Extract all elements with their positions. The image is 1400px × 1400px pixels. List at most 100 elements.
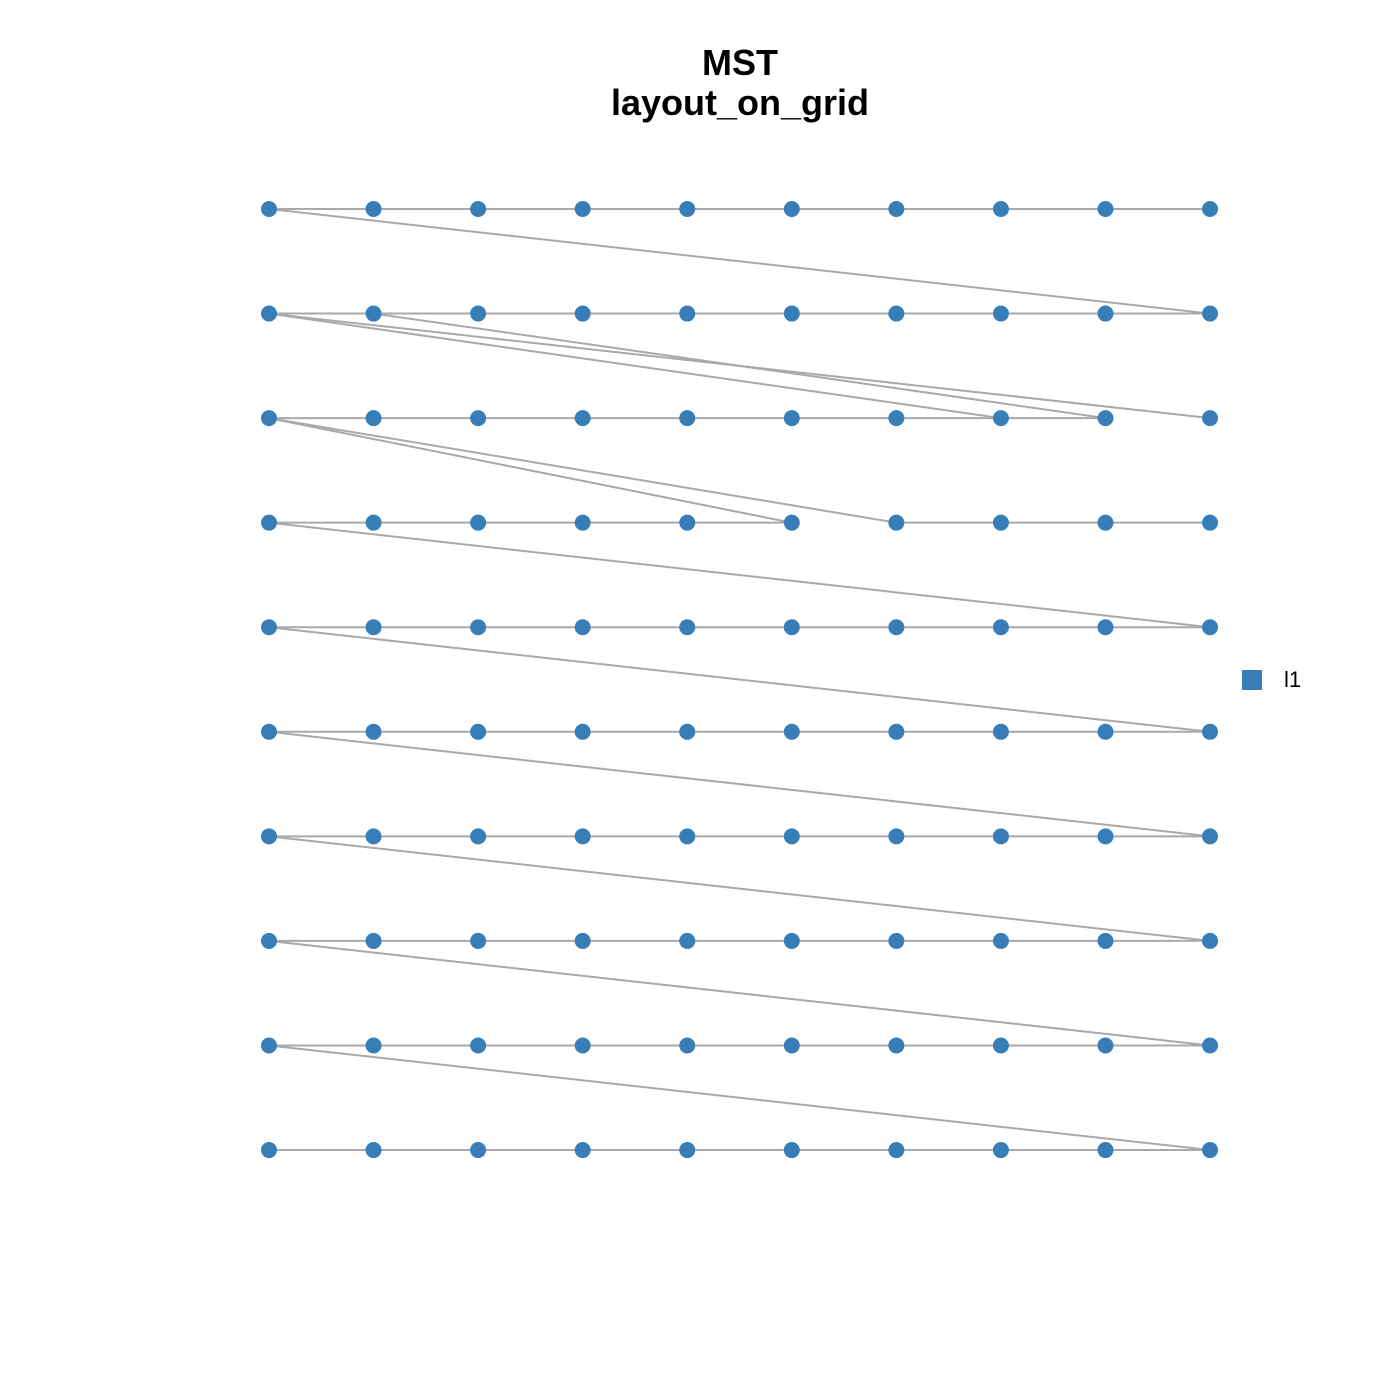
node (888, 201, 905, 217)
node (1097, 932, 1114, 949)
node (470, 514, 487, 531)
node (783, 1037, 800, 1054)
node (888, 932, 905, 949)
node (1202, 932, 1219, 949)
node (679, 201, 696, 217)
node (1202, 410, 1219, 427)
node (365, 1037, 382, 1054)
edge (268, 417, 897, 524)
node (1202, 1037, 1219, 1054)
node (574, 514, 591, 531)
legend-label: l1 (1284, 667, 1301, 692)
node (470, 932, 487, 949)
node (261, 828, 277, 845)
title-line2: layout_on_grid (611, 82, 869, 123)
node (574, 723, 591, 740)
node (574, 410, 591, 427)
node (365, 932, 382, 949)
node (679, 723, 696, 740)
node (574, 305, 591, 322)
nodes (261, 201, 1219, 1159)
node (470, 201, 487, 217)
node (261, 932, 277, 949)
node (888, 828, 905, 845)
node (992, 828, 1009, 845)
node (679, 1142, 696, 1159)
node (888, 514, 905, 531)
edge (268, 835, 1211, 942)
node (992, 1142, 1009, 1159)
node (992, 1037, 1009, 1054)
node (679, 514, 696, 531)
node (574, 1037, 591, 1054)
node (992, 723, 1009, 740)
node (888, 723, 905, 740)
node (783, 410, 800, 427)
edges (268, 208, 1211, 1152)
node (261, 201, 277, 217)
node (679, 932, 696, 949)
node (574, 201, 591, 217)
node (574, 1142, 591, 1159)
node (365, 619, 382, 636)
node (261, 723, 277, 740)
node (1202, 723, 1219, 740)
node (1097, 723, 1114, 740)
node (992, 410, 1009, 427)
node (1202, 828, 1219, 845)
node (365, 201, 382, 217)
node (888, 305, 905, 322)
edge (268, 312, 1002, 420)
node (1097, 828, 1114, 845)
node (1097, 619, 1114, 636)
node (1097, 1037, 1114, 1054)
node (783, 514, 800, 531)
node (365, 305, 382, 322)
node (888, 1037, 905, 1054)
edge (373, 312, 1106, 420)
node (574, 932, 591, 949)
node (992, 305, 1009, 322)
node (783, 932, 800, 949)
node (1097, 201, 1114, 217)
node (783, 723, 800, 740)
node (888, 410, 905, 427)
node (1202, 514, 1219, 531)
node (470, 723, 487, 740)
edge (268, 208, 1211, 315)
node (574, 619, 591, 636)
node (365, 1142, 382, 1159)
node (679, 1037, 696, 1054)
node (470, 410, 487, 427)
node (679, 410, 696, 427)
node (261, 1037, 277, 1054)
node (365, 828, 382, 845)
node (470, 828, 487, 845)
node (261, 305, 277, 322)
node (1097, 1142, 1114, 1159)
node (888, 619, 905, 636)
edge (268, 417, 792, 524)
node (365, 514, 382, 531)
node (470, 1037, 487, 1054)
node (261, 410, 277, 427)
node (992, 932, 1009, 949)
node (679, 828, 696, 845)
node (992, 619, 1009, 636)
edge (268, 939, 1211, 1047)
node (365, 723, 382, 740)
node (574, 828, 591, 845)
node (783, 305, 800, 322)
node (783, 201, 800, 217)
node (783, 619, 800, 636)
node (1097, 305, 1114, 322)
node (783, 1142, 800, 1159)
node (679, 305, 696, 322)
node (1202, 201, 1219, 217)
node (365, 410, 382, 427)
node (1202, 305, 1219, 322)
title-line1: MST (702, 42, 778, 83)
edge (268, 730, 1211, 838)
node (783, 828, 800, 845)
